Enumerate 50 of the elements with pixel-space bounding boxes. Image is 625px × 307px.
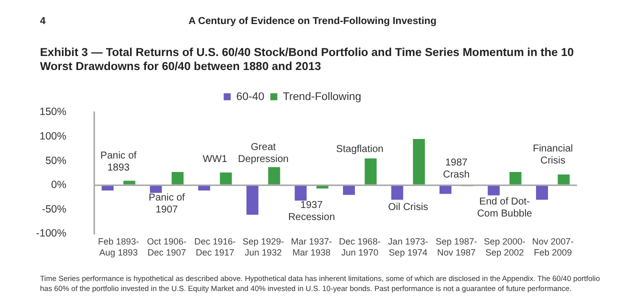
annotation: Oil Crisis	[388, 202, 428, 214]
bar	[536, 186, 548, 200]
text: A Century of Evidence on Trend-Following Investing	[188, 16, 436, 27]
bar	[316, 186, 328, 189]
bar	[509, 172, 522, 184]
annotation: 1937 Recession	[288, 200, 335, 224]
y-tick-label: 0%	[51, 179, 66, 192]
bar	[558, 174, 570, 184]
bar	[294, 186, 307, 201]
x-tick-label: Nov 2007- Feb 2009	[532, 236, 574, 258]
legend-label: Trend-Following	[282, 90, 362, 103]
y-tick-label: -50%	[42, 203, 66, 216]
bar	[391, 186, 404, 200]
x-tick-label: Jan 1973- Sep 1974	[388, 236, 428, 258]
annotation: Panic of 1907	[148, 192, 186, 216]
bar	[172, 172, 184, 184]
bar	[198, 186, 210, 190]
x-tick-label: Sep 1929- Jun 1932	[242, 236, 284, 258]
bar	[268, 167, 280, 184]
x-tick-label: Dec 1968- Jun 1970	[339, 236, 381, 258]
y-tick-label: 50%	[45, 154, 66, 167]
x-tick-label: Sep 2000- Sep 2002	[484, 236, 526, 258]
bar	[220, 172, 232, 184]
bar	[440, 186, 452, 194]
bar	[412, 139, 425, 184]
bar	[342, 186, 355, 195]
annotation: Stagflation	[336, 144, 384, 155]
text: 4	[40, 16, 46, 27]
annotation: 1987 Crash	[442, 157, 470, 180]
x-tick-label: Feb 1893- Aug 1893	[98, 236, 139, 258]
annotation: Panic of 1893	[100, 150, 137, 174]
bar	[364, 158, 377, 184]
x-tick-label: Oct 1906- Dec 1907	[146, 236, 187, 258]
x-tick-label: Sep 1987- Nov 1987	[436, 236, 478, 258]
legend-label: 60-40	[236, 90, 264, 103]
x-tick-label: Mar 1937- Mar 1938	[291, 236, 332, 258]
bar	[246, 186, 258, 215]
bar	[150, 186, 162, 193]
y-tick-label: -100%	[36, 228, 66, 240]
y-tick-label: 150%	[39, 106, 66, 118]
x-tick-label: Dec 1916- Dec 1917	[194, 236, 236, 258]
y-tick-label: 100%	[39, 130, 66, 142]
annotation: Financial Crisis	[532, 143, 573, 166]
chart-title: Exhibit 3 — Total Returns of U.S. 60/40 Stock/Bond Portfolio and Time Series Momentum in the 10 Worst Drawdowns for 60/40 between 1880 and 2013	[40, 46, 575, 74]
annotation: End of Dot- Com Bubble	[477, 196, 533, 220]
annotation: Great Depression	[238, 142, 289, 165]
annotation: WW1	[202, 154, 228, 166]
bar	[123, 180, 136, 184]
bar	[488, 186, 500, 196]
bar	[102, 186, 114, 190]
